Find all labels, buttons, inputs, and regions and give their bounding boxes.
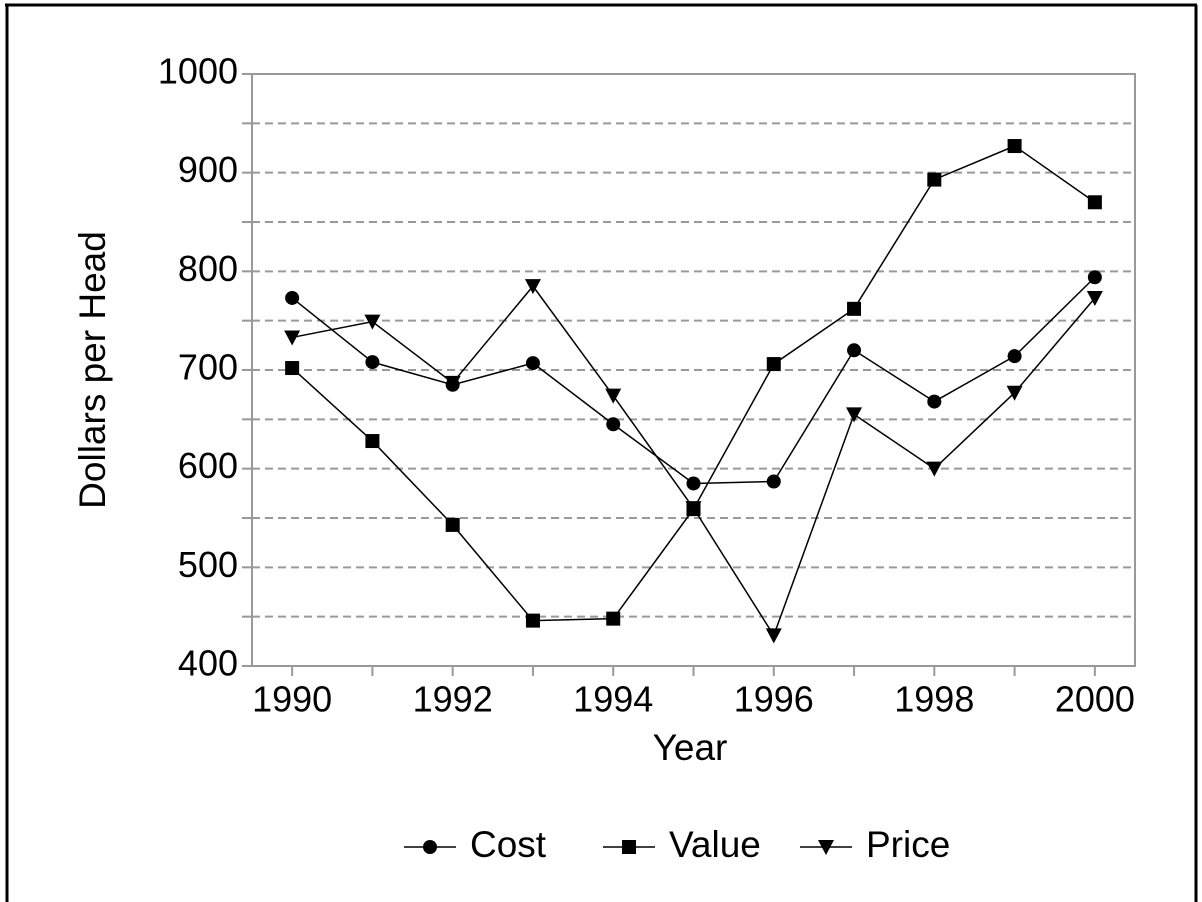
legend-label: Price [866, 824, 950, 865]
x-tick-label: 1998 [894, 679, 974, 720]
x-tick-label: 1996 [734, 679, 814, 720]
data-point [445, 517, 460, 532]
y-tick-label: 600 [178, 445, 238, 486]
data-point [1086, 290, 1103, 306]
legend-label: Cost [470, 824, 547, 865]
y-axis-label: Dollars per Head [72, 231, 113, 509]
data-point [605, 388, 622, 404]
x-axis-label: Year [653, 727, 728, 768]
data-point [285, 361, 300, 376]
data-point [365, 434, 380, 449]
series-line [291, 145, 1096, 622]
data-point [927, 394, 942, 409]
data-point [365, 355, 380, 370]
data-point [1006, 385, 1023, 401]
legend-label: Value [669, 824, 761, 865]
x-tick-label: 1990 [252, 679, 332, 720]
plot-frame [251, 73, 1136, 667]
data-point [766, 357, 781, 372]
data-point [364, 314, 381, 330]
x-tick-label: 1992 [413, 679, 493, 720]
data-point [1007, 349, 1022, 364]
y-tick-label: 800 [178, 248, 238, 289]
y-tick-label: 1000 [158, 51, 238, 92]
y-tick-label: 900 [178, 149, 238, 190]
data-point [686, 476, 701, 491]
data-point [927, 172, 942, 187]
data-point [766, 474, 781, 489]
data-point [847, 343, 862, 358]
data-point [685, 501, 702, 517]
x-tick-label: 2000 [1055, 679, 1135, 720]
data-point [284, 330, 301, 346]
y-tick-label: 400 [178, 643, 238, 684]
legend-marker [423, 840, 437, 854]
data-point [525, 356, 540, 371]
data-point [606, 611, 621, 626]
y-tick-label: 700 [178, 347, 238, 388]
data-point [1087, 195, 1102, 210]
data-point [765, 628, 782, 644]
data-point [525, 613, 540, 628]
legend-marker [818, 840, 834, 855]
x-tick-label: 1994 [573, 679, 653, 720]
data-point [524, 279, 541, 295]
data-point [444, 375, 461, 391]
legend-marker [622, 840, 636, 854]
data-point [847, 301, 862, 316]
series-line [291, 276, 1096, 485]
data-point [846, 407, 863, 423]
data-point [606, 417, 621, 432]
data-point [1007, 139, 1022, 154]
data-point [926, 461, 943, 477]
series-line [291, 284, 1096, 638]
data-point [1087, 270, 1102, 285]
y-tick-label: 500 [178, 544, 238, 585]
data-point [285, 290, 300, 305]
